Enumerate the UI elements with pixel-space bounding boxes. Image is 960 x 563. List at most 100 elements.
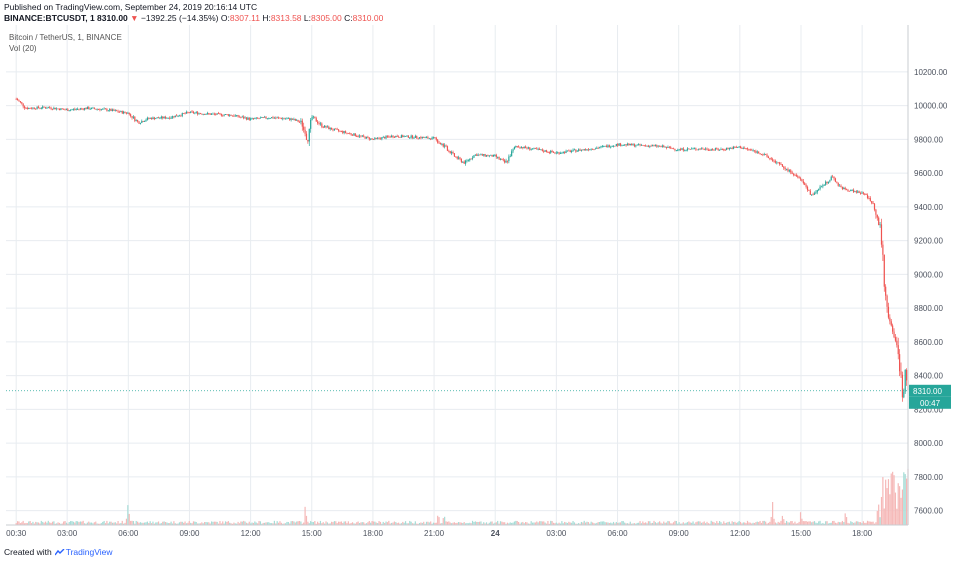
candle-body bbox=[799, 178, 802, 180]
candle-body bbox=[430, 138, 432, 140]
open-label: O: bbox=[220, 13, 230, 23]
volume-bar bbox=[377, 523, 379, 525]
volume-bar bbox=[573, 522, 576, 525]
volume-bar bbox=[319, 520, 322, 525]
volume-bar bbox=[49, 522, 51, 525]
volume-bar bbox=[826, 521, 828, 525]
volume-bar bbox=[39, 523, 41, 525]
candle-body bbox=[583, 149, 585, 150]
candle-body bbox=[551, 150, 553, 153]
candle-body bbox=[776, 162, 778, 164]
volume-bar bbox=[22, 520, 24, 525]
candle-body bbox=[185, 111, 188, 114]
y-tick-label: 7600.00 bbox=[914, 507, 943, 516]
volume-bar bbox=[413, 523, 415, 525]
footer-attribution[interactable]: Created with TradingView bbox=[4, 547, 113, 557]
volume-bar bbox=[367, 522, 369, 525]
volume-bar bbox=[434, 522, 436, 525]
volume-bar bbox=[15, 523, 17, 525]
candle-body bbox=[487, 155, 489, 157]
volume-bar bbox=[668, 521, 670, 525]
candle-body bbox=[604, 145, 606, 147]
volume-bar bbox=[770, 516, 772, 525]
candle-body bbox=[847, 189, 849, 191]
candle-body bbox=[236, 115, 238, 116]
candle-body bbox=[206, 113, 208, 115]
volume-bar bbox=[111, 522, 114, 525]
volume-bar bbox=[692, 521, 694, 525]
candle-body bbox=[58, 108, 61, 111]
volume-bar bbox=[732, 522, 735, 525]
volume-bar bbox=[896, 508, 898, 525]
candle-body bbox=[585, 149, 587, 150]
candle-body bbox=[311, 116, 313, 120]
volume-bar bbox=[783, 519, 785, 525]
candle-body bbox=[410, 135, 412, 138]
candle-body bbox=[448, 150, 450, 152]
candle-body bbox=[452, 152, 454, 154]
volume-bar bbox=[813, 521, 816, 525]
volume-bar bbox=[798, 521, 800, 525]
candle-body bbox=[89, 108, 91, 110]
volume-bar bbox=[185, 523, 188, 525]
candle-body bbox=[141, 121, 143, 124]
volume-bar bbox=[513, 521, 516, 525]
candle-body bbox=[798, 177, 800, 179]
candle-body bbox=[157, 117, 160, 119]
volume-bar bbox=[484, 523, 486, 525]
candle-body bbox=[811, 194, 813, 196]
volume-bar bbox=[270, 523, 273, 525]
candle-body bbox=[317, 121, 319, 124]
price-chart[interactable]: 10200.00 10000.00 9800.00 9600.00 9400.00 920… bbox=[0, 25, 960, 545]
volume-bar bbox=[280, 522, 282, 525]
candle-body bbox=[97, 109, 100, 110]
candle-body bbox=[284, 118, 287, 120]
tradingview-brand[interactable]: TradingView bbox=[65, 547, 113, 557]
volume-bar bbox=[658, 521, 661, 525]
volume-bar bbox=[61, 523, 63, 525]
volume-bar bbox=[785, 520, 788, 525]
candle-body bbox=[138, 121, 140, 124]
candle-body bbox=[478, 154, 481, 156]
high-value: 8313.58 bbox=[270, 13, 302, 23]
volume-bar bbox=[739, 521, 742, 525]
volume-bar bbox=[597, 522, 599, 525]
volume-bar bbox=[523, 523, 525, 525]
candle-body bbox=[469, 158, 471, 161]
candle-body bbox=[418, 137, 421, 139]
volume-bar bbox=[478, 521, 481, 525]
candle-body bbox=[498, 156, 500, 160]
volume-bar bbox=[36, 522, 38, 525]
volume-bar bbox=[794, 521, 796, 525]
volume-bar bbox=[167, 523, 169, 525]
volume-bar bbox=[583, 520, 585, 525]
candle-body bbox=[231, 115, 234, 117]
candle-body bbox=[672, 148, 675, 150]
volume-bar bbox=[178, 522, 181, 525]
volume-bar bbox=[857, 521, 859, 525]
candle-body bbox=[812, 194, 814, 196]
volume-bar bbox=[265, 522, 267, 525]
candle-body bbox=[612, 145, 615, 147]
volume-bar bbox=[148, 523, 150, 525]
volume-bar bbox=[718, 521, 721, 525]
candle-body bbox=[886, 295, 888, 307]
candle-body bbox=[226, 114, 228, 115]
volume-bar bbox=[544, 522, 546, 525]
volume-bar bbox=[844, 513, 846, 525]
volume-bar bbox=[364, 523, 366, 525]
volume-bar bbox=[385, 521, 387, 525]
volume-bar bbox=[712, 521, 714, 525]
candle-body bbox=[587, 149, 590, 151]
volume-bar bbox=[202, 523, 204, 525]
volume-bar bbox=[51, 521, 54, 525]
volume-bar bbox=[716, 521, 718, 525]
volume-bar bbox=[748, 522, 750, 525]
candle-body bbox=[458, 157, 460, 159]
volume-bar bbox=[139, 522, 142, 525]
y-tick-label: 8600.00 bbox=[914, 338, 943, 347]
candle-body bbox=[166, 117, 168, 119]
candle-body bbox=[371, 138, 373, 140]
volume-bar bbox=[688, 521, 690, 525]
volume-bar bbox=[230, 523, 232, 525]
